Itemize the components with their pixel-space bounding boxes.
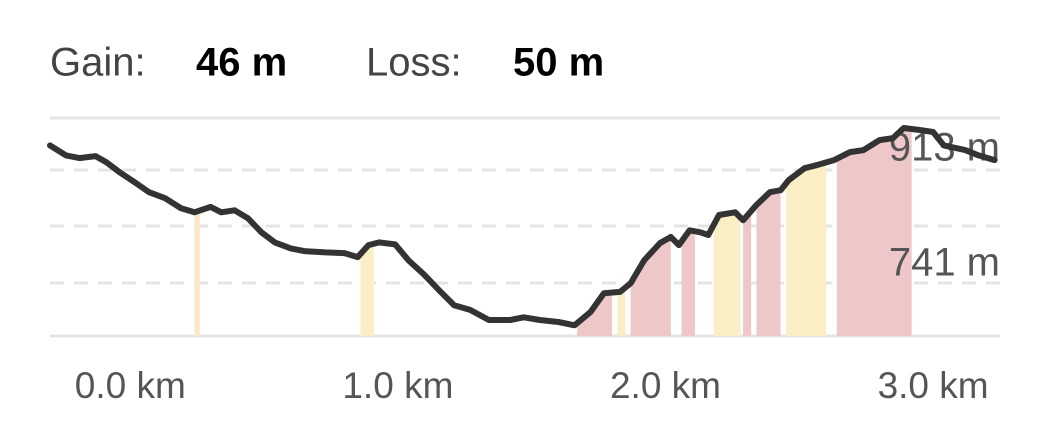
gain-label: Gain: (50, 41, 146, 85)
grade-band (617, 128, 626, 336)
grade-band (194, 128, 200, 336)
grade-band (836, 128, 912, 336)
grade-band (785, 128, 827, 336)
x-tick-label: 1.0 km (342, 365, 453, 406)
gain-value: 46 m (196, 41, 287, 85)
grade-band (756, 128, 781, 336)
grade-band (743, 128, 752, 336)
y-tick-label: 741 m (889, 241, 1000, 285)
x-tick-label: 0.0 km (75, 365, 186, 406)
x-ticks: 0.0 km 1.0 km 2.0 km 3.0 km (75, 365, 989, 406)
plot (47, 125, 998, 329)
grade-band (713, 128, 741, 336)
loss-value: 50 m (513, 41, 604, 85)
x-tick-label: 3.0 km (878, 365, 989, 406)
elevation-line (47, 125, 998, 329)
loss-label: Loss: (366, 41, 462, 85)
x-tick-label: 2.0 km (610, 365, 721, 406)
